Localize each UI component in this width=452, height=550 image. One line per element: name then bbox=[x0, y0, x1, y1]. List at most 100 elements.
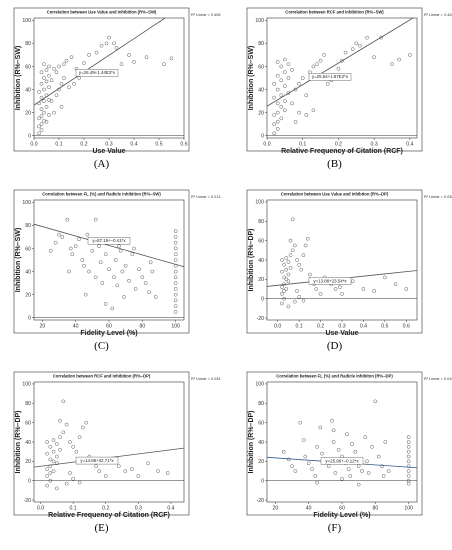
scatter-point bbox=[286, 272, 291, 277]
scatter-point bbox=[42, 99, 46, 103]
scatter-point bbox=[290, 248, 295, 253]
x-tick-label: 0.2 bbox=[102, 506, 109, 512]
scatter-point bbox=[275, 110, 280, 115]
scatter-point bbox=[133, 287, 138, 291]
scatter-point bbox=[45, 467, 49, 471]
scatter-point bbox=[406, 435, 411, 439]
scatter-point bbox=[282, 289, 286, 293]
scatter-point bbox=[130, 252, 135, 257]
scatter-point bbox=[132, 246, 136, 251]
scatter-point bbox=[132, 60, 136, 64]
x-tick-label: 0.3 bbox=[105, 142, 112, 148]
scatter-point bbox=[293, 243, 297, 248]
scatter-point bbox=[275, 120, 280, 124]
scatter-point bbox=[57, 232, 61, 237]
scatter-point bbox=[82, 61, 86, 65]
scatter-point bbox=[130, 467, 134, 471]
equation-box bbox=[308, 73, 352, 81]
r2-label: R² Linear = 0.408 bbox=[191, 13, 220, 17]
scatter-point bbox=[107, 267, 111, 272]
scatter-point bbox=[310, 467, 314, 471]
chart-title: Correlation between RCF and Inhibition (… bbox=[53, 374, 151, 379]
panel-frame bbox=[13, 7, 190, 152]
scatter-point bbox=[397, 57, 401, 62]
scatter-point bbox=[288, 238, 293, 243]
scatter-point bbox=[272, 95, 276, 100]
scatter-point bbox=[73, 244, 78, 248]
scatter-point bbox=[42, 76, 46, 80]
scatter-point bbox=[61, 430, 66, 435]
scatter-point bbox=[282, 296, 286, 301]
scatter-point bbox=[44, 79, 49, 84]
scatter-point bbox=[282, 263, 286, 267]
x-axis-label: Fidelity Level (%) bbox=[80, 330, 137, 337]
scatter-point bbox=[340, 292, 344, 296]
scatter-point bbox=[112, 275, 116, 280]
y-tick-label: 80 bbox=[258, 401, 264, 407]
scatter-point bbox=[346, 467, 351, 471]
scatter-point bbox=[45, 474, 49, 478]
scatter-point bbox=[55, 461, 59, 466]
scatter-point bbox=[120, 269, 125, 274]
scatter-point bbox=[383, 440, 388, 444]
scatter-point bbox=[98, 260, 103, 265]
equation-box bbox=[87, 237, 131, 245]
scatter-point bbox=[279, 93, 284, 98]
y-tick-label: 60 bbox=[25, 64, 31, 70]
scatter-point bbox=[365, 459, 369, 464]
scatter-point bbox=[286, 304, 291, 309]
scatter-point bbox=[280, 285, 284, 289]
scatter-point bbox=[272, 131, 276, 136]
scatter-point bbox=[381, 474, 386, 478]
scatter-point bbox=[117, 244, 121, 248]
scatter-point bbox=[290, 217, 295, 222]
scatter-point bbox=[97, 244, 101, 248]
x-axis-label: Relative Frequency of Citation (RCF) bbox=[48, 512, 170, 519]
scatter-point bbox=[354, 41, 359, 46]
scatter-point bbox=[406, 478, 411, 483]
scatter-point bbox=[281, 449, 286, 454]
y-tick-label: 40 bbox=[25, 269, 31, 275]
scatter-point bbox=[69, 55, 74, 60]
scatter-point bbox=[54, 93, 59, 98]
chart-panel: Correlation between FL (%) and Radicle i… bbox=[246, 371, 452, 534]
scatter-point bbox=[379, 35, 384, 40]
scatter-point bbox=[360, 469, 364, 473]
scatter-point bbox=[173, 292, 178, 297]
y-axis-label: Inhibition (R%–DP) bbox=[248, 229, 255, 292]
scatter-point bbox=[404, 287, 409, 291]
y-tick-label: 60 bbox=[258, 420, 264, 426]
fit-equation: y=26.49+1.44E2*x bbox=[79, 70, 116, 75]
scatter-point bbox=[406, 449, 411, 454]
scatter-point bbox=[333, 471, 338, 475]
scatter-point bbox=[295, 258, 299, 262]
panel-letter: (F) bbox=[328, 522, 342, 534]
scatter-point bbox=[408, 53, 412, 57]
scatter-point bbox=[103, 252, 108, 257]
panel-letter: (A) bbox=[94, 158, 110, 170]
scatter-point bbox=[48, 445, 53, 449]
y-tick-label: -20 bbox=[257, 498, 265, 504]
y-tick-label: 0 bbox=[261, 297, 264, 303]
y-tick-label: 40 bbox=[258, 87, 264, 93]
scatter-point bbox=[65, 217, 70, 222]
scatter-point bbox=[303, 243, 308, 248]
scatter-point bbox=[286, 457, 291, 462]
y-tick-label: -20 bbox=[257, 316, 265, 322]
scatter-point bbox=[87, 53, 91, 57]
scatter-point bbox=[127, 278, 131, 283]
scatter-point bbox=[72, 81, 76, 86]
x-tick-label: 0.6 bbox=[403, 324, 410, 330]
y-tick-label: 0 bbox=[261, 479, 264, 485]
scatter-point bbox=[64, 422, 69, 427]
scatter-point bbox=[372, 289, 376, 293]
scatter-point bbox=[336, 66, 341, 71]
chart-panel: Correlation between RCF and Inhibition (… bbox=[13, 371, 220, 534]
scatter-point bbox=[58, 418, 62, 423]
scatter-point bbox=[283, 57, 287, 62]
scatter-point bbox=[143, 281, 148, 285]
scatter-point bbox=[55, 454, 59, 459]
y-tick-label: 20 bbox=[258, 459, 264, 465]
scatter-point bbox=[119, 62, 124, 66]
scatter-point bbox=[340, 58, 344, 63]
